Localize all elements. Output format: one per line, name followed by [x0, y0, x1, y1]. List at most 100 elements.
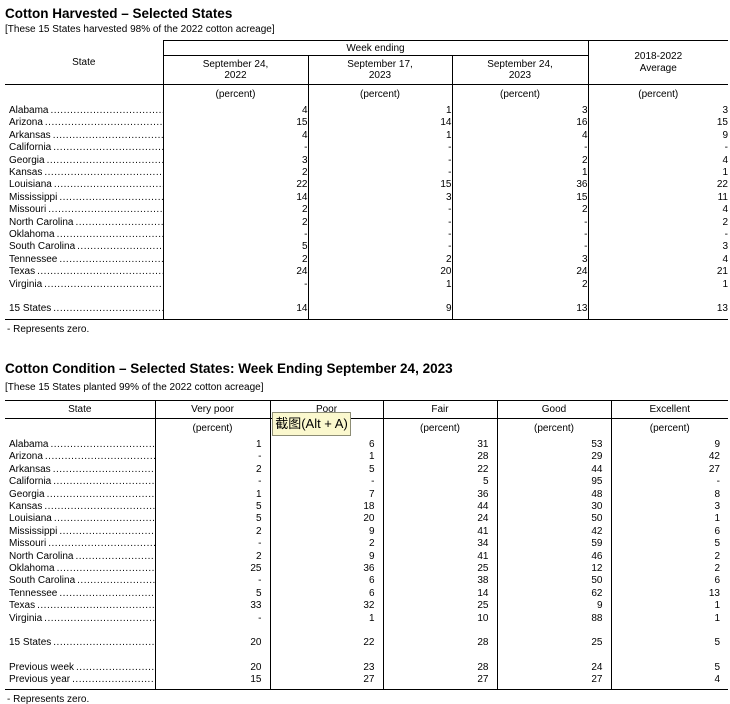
table-row: Oklahoma................................…: [5, 229, 728, 242]
state-cell: 15 States...............................…: [5, 637, 156, 650]
table-row: South Carolina..........................…: [5, 575, 728, 588]
state-cell: Arizona.................................…: [5, 117, 164, 130]
value-cell: 6: [270, 575, 384, 588]
empty-cell: [155, 625, 271, 638]
table-row: Texas...................................…: [5, 266, 728, 279]
table-row: Alabama.................................…: [5, 105, 728, 118]
value-cell: 5: [155, 587, 271, 601]
state-name: Georgia: [9, 154, 45, 166]
table-row: Oklahoma................................…: [5, 563, 728, 576]
state-name: North Carolina: [9, 550, 74, 562]
state-cell: Previous year...........................…: [5, 673, 156, 691]
value-cell: 41: [383, 525, 498, 539]
table-row: Texas...................................…: [5, 600, 728, 613]
value-cell: 20: [270, 513, 384, 526]
empty-cell: [611, 650, 728, 662]
table-row: Missouri................................…: [5, 204, 728, 217]
empty-cell: [5, 625, 156, 638]
state-cell: Alabama.................................…: [5, 439, 156, 452]
header-row-weeks: September 24, 2022 September 17, 2023 Se…: [5, 55, 728, 85]
value-cell: -: [724, 229, 728, 241]
percent-label: (percent): [163, 84, 309, 105]
value-cell: 28: [383, 637, 498, 650]
dot-leader: ........................................…: [48, 204, 162, 216]
state-cell: Louisiana...............................…: [5, 513, 156, 526]
empty-cell: [270, 625, 384, 638]
dot-leader: ........................................…: [52, 463, 155, 475]
value-cell: 1: [308, 129, 453, 143]
state-name: Previous year: [9, 673, 71, 685]
value-cell: 41: [383, 550, 498, 564]
value-cell: 20: [308, 266, 453, 279]
value-cell: 4: [163, 129, 309, 143]
value-cell: 27: [383, 673, 498, 691]
table-row: Virginia................................…: [5, 278, 728, 292]
value-cell: 1: [452, 167, 589, 180]
percent-label: (percent): [497, 418, 612, 439]
dot-leader: ........................................…: [72, 673, 155, 685]
state-cell: Mississippi.............................…: [5, 525, 156, 539]
value-cell: 6: [270, 439, 384, 452]
screenshot-tooltip: 截图(Alt + A): [272, 412, 351, 436]
cotton-condition-section: Cotton Condition – Selected States: Week…: [5, 361, 728, 704]
value-cell: 2: [722, 216, 728, 228]
table-row: Arkansas................................…: [5, 129, 728, 143]
average-header: 2018-2022 Average: [587, 40, 728, 85]
value-cell: -: [452, 142, 589, 155]
table-row: Tennessee...............................…: [5, 587, 728, 601]
state-name: 15 States: [9, 637, 52, 649]
state-cell: California..............................…: [5, 142, 164, 155]
value-cell: 14: [383, 587, 498, 601]
value-cell: -: [452, 216, 589, 230]
table-row: North Carolina..........................…: [5, 216, 728, 230]
condition-column-header: Excellent: [610, 400, 728, 419]
footnote: - Represents zero.: [7, 323, 90, 335]
value-cell: 3: [308, 191, 453, 205]
value-cell: 13: [452, 303, 589, 320]
value-cell: 4: [722, 154, 728, 166]
value-cell: 2: [452, 204, 589, 217]
value-cell: -: [452, 229, 589, 242]
dot-leader: ........................................…: [44, 167, 163, 179]
state-cell: Previous week...........................…: [5, 661, 156, 674]
value-cell: 3: [163, 154, 309, 168]
value-cell: 44: [497, 463, 612, 477]
dot-leader: ........................................…: [53, 303, 162, 315]
value-cell: 25: [383, 600, 498, 613]
value-cell: 9: [270, 525, 384, 539]
table-row: Tennessee...............................…: [5, 253, 728, 267]
state-name: Alabama: [9, 439, 49, 450]
value-cell: 9: [722, 129, 728, 141]
value-cell: 22: [716, 179, 728, 191]
value-cell: 1: [714, 513, 720, 525]
state-name: California: [9, 142, 52, 154]
page-title: Cotton Condition – Selected States: Week…: [5, 361, 453, 376]
dot-leader: ........................................…: [44, 451, 155, 463]
state-cell: Kansas..................................…: [5, 501, 156, 514]
value-cell: 34: [383, 538, 498, 551]
state-cell: Oklahoma................................…: [5, 563, 156, 576]
value-cell: 2: [714, 550, 720, 562]
state-cell: North Carolina..........................…: [5, 216, 164, 230]
value-cell: 16: [452, 117, 589, 130]
state-name: Kansas: [9, 167, 43, 179]
state-name: Tennessee: [9, 253, 58, 265]
value-cell: 27: [497, 673, 612, 691]
value-cell: 28: [383, 661, 498, 674]
table-row: Arizona.................................…: [5, 451, 728, 464]
state-name: South Carolina: [9, 575, 76, 587]
state-name: Tennessee: [9, 587, 58, 599]
value-cell: 27: [270, 673, 384, 691]
condition-column-header: Good: [496, 400, 611, 419]
value-cell: 95: [497, 476, 612, 489]
dot-leader: ........................................…: [37, 600, 155, 612]
dot-leader: ........................................…: [44, 117, 163, 129]
value-cell: 50: [497, 513, 612, 526]
empty-cell: [163, 291, 309, 304]
spacer-row: [5, 649, 728, 662]
dot-leader: ........................................…: [77, 241, 163, 253]
state-cell: North Carolina..........................…: [5, 550, 156, 564]
value-cell: 5: [163, 241, 309, 254]
state-name: Missouri: [9, 204, 47, 216]
state-cell: Arkansas................................…: [5, 129, 164, 143]
